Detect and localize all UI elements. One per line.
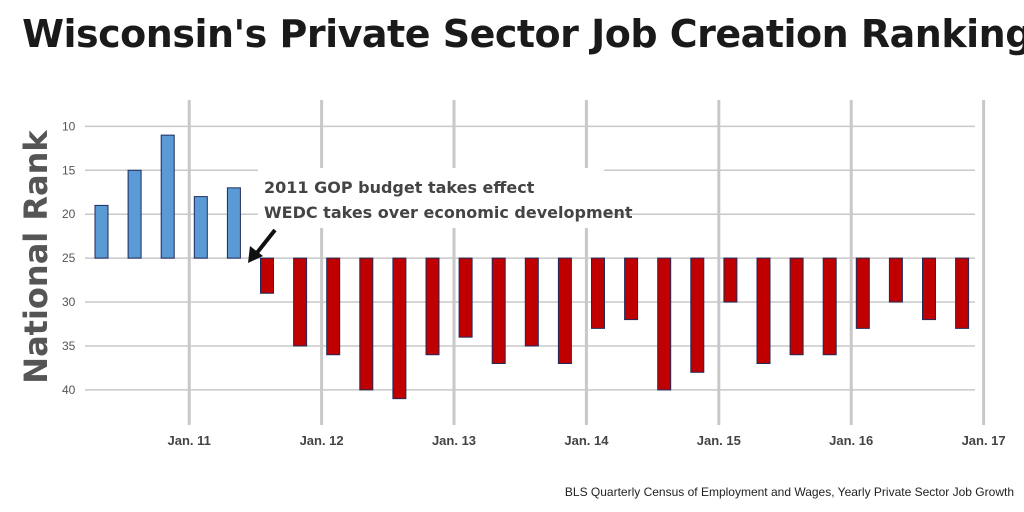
bar-21 — [789, 257, 804, 356]
y-tick-label-2: 20 — [62, 207, 76, 221]
annotation-line-2: WEDC takes over economic development — [264, 203, 633, 222]
bar-8 — [359, 257, 374, 391]
bar-4 — [226, 187, 241, 259]
bar-13 — [524, 257, 539, 347]
y-tick-label-3: 25 — [62, 251, 76, 265]
y-tick-label-1: 15 — [62, 163, 76, 177]
bar-19 — [723, 257, 738, 303]
bar-25 — [922, 257, 936, 321]
bar-17 — [657, 257, 672, 391]
bar-5 — [260, 257, 274, 294]
bar-6 — [293, 257, 308, 347]
bar-10 — [425, 257, 440, 356]
annotation-arrow — [248, 228, 277, 263]
bar-18 — [690, 257, 705, 373]
bar-24 — [888, 257, 903, 303]
bar-16 — [624, 257, 639, 321]
x-tick-label-1: Jan. 12 — [300, 433, 344, 448]
y-tick-labels: 10 15 20 25 30 35 40 — [62, 119, 76, 397]
y-tick-label-0: 10 — [62, 119, 76, 133]
chart-title: Wisconsin's Private Sector Job Creation … — [22, 12, 1024, 56]
annotation-line-1: 2011 GOP budget takes effect — [264, 178, 535, 197]
bar-15 — [591, 257, 605, 329]
x-tick-label-0: Jan. 11 — [168, 433, 211, 448]
y-tick-label-4: 30 — [62, 295, 76, 309]
y-axis-title: National Rank — [17, 130, 55, 384]
y-tick-label-5: 35 — [62, 339, 76, 353]
y-tick-label-6: 40 — [62, 383, 76, 397]
bar-14 — [557, 257, 572, 365]
bar-12 — [491, 257, 506, 365]
annotation-box — [258, 168, 604, 228]
bar-26 — [955, 257, 970, 329]
bars — [94, 134, 970, 400]
annotation: 2011 GOP budget takes effect WEDC takes … — [248, 168, 633, 263]
x-tick-label-4: Jan. 15 — [697, 433, 741, 448]
x-tick-label-3: Jan. 14 — [564, 433, 609, 448]
x-tick-label-6: Jan. 17 — [962, 433, 1006, 448]
bar-0 — [94, 204, 109, 259]
bar-22 — [822, 257, 837, 356]
x-tick-label-2: Jan. 13 — [432, 433, 476, 448]
source-note: BLS Quarterly Census of Employment and W… — [564, 485, 1014, 499]
bar-3 — [193, 196, 208, 259]
bar-1 — [127, 169, 142, 259]
bar-2 — [160, 134, 175, 259]
x-tick-label-5: Jan. 16 — [829, 433, 873, 448]
bar-23 — [855, 257, 870, 329]
bar-11 — [458, 257, 473, 338]
bar-20 — [756, 257, 771, 365]
bar-9 — [392, 257, 407, 400]
x-tick-labels: Jan. 11 Jan. 12 Jan. 13 Jan. 14 Jan. 15 Jan. … — [168, 433, 1006, 448]
bar-7 — [326, 257, 341, 356]
